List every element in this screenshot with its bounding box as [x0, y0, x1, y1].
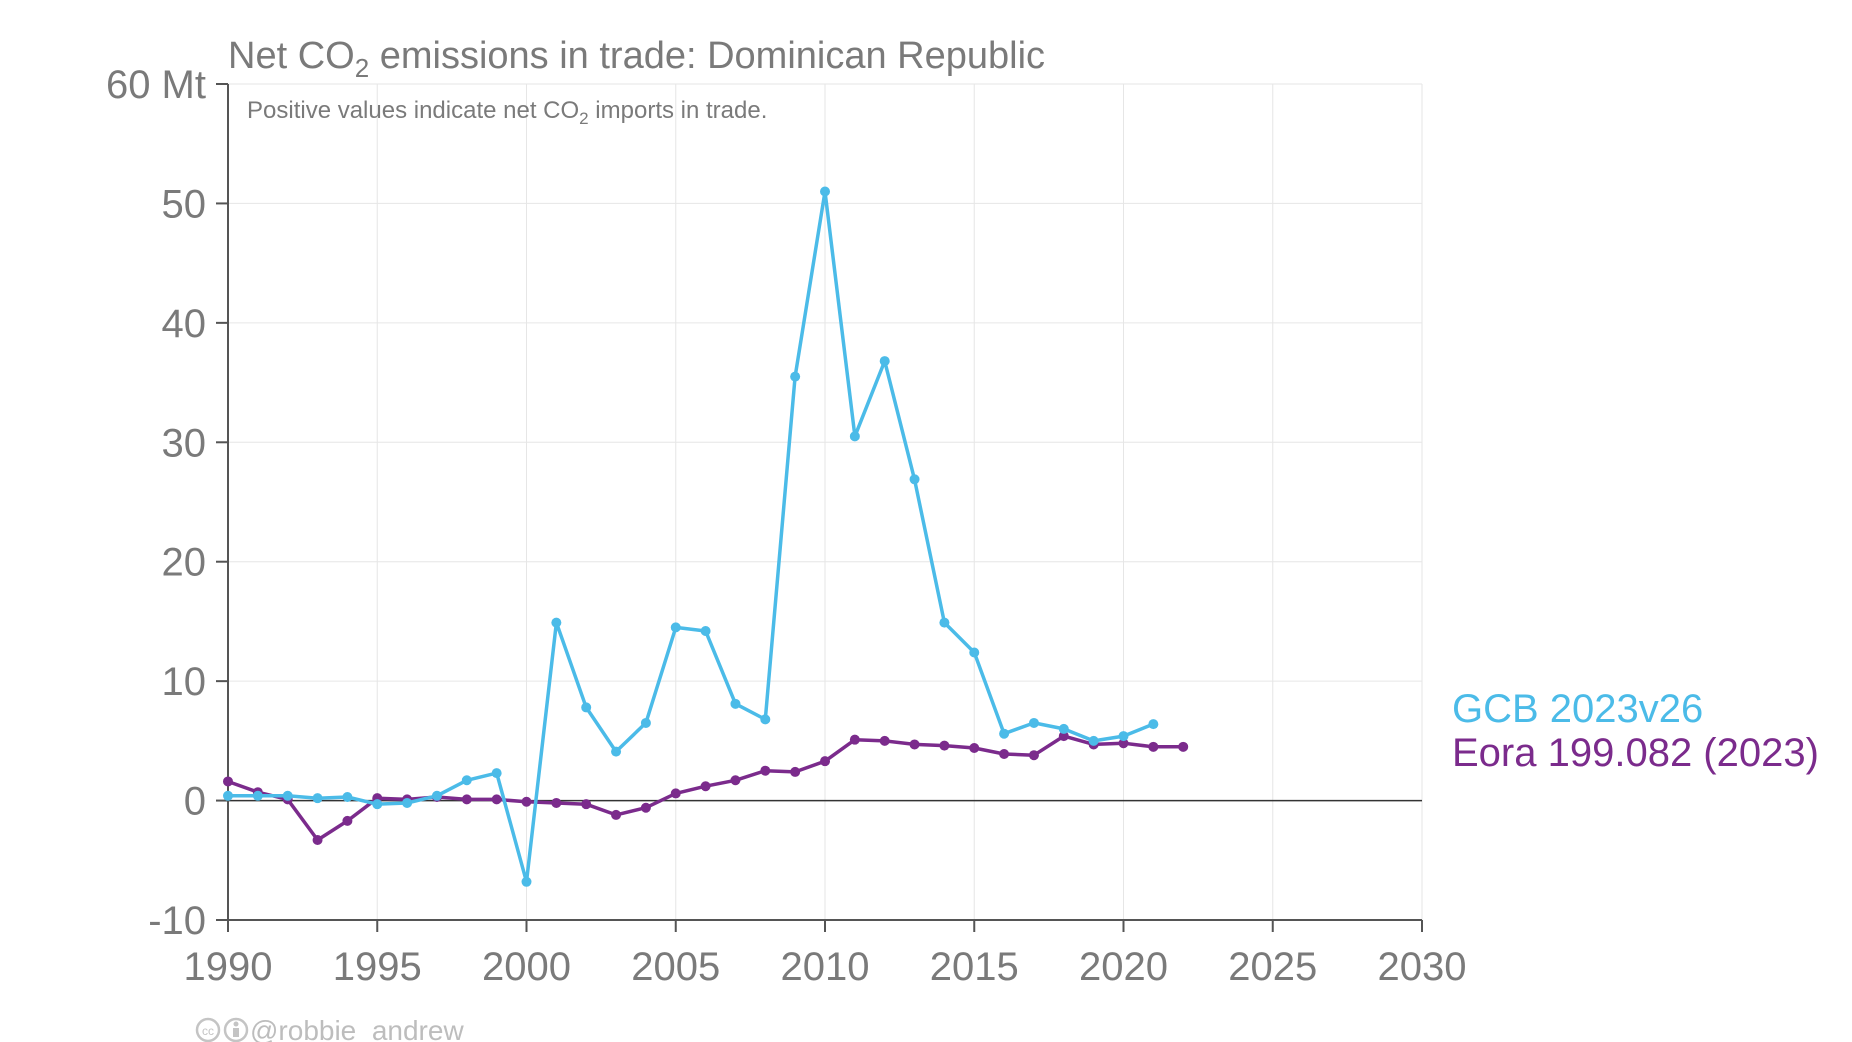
data-point	[820, 756, 830, 767]
data-point	[431, 790, 442, 801]
data-point	[700, 781, 711, 792]
x-tick-label: 1990	[184, 945, 273, 989]
title-suffix: emissions in trade: Dominican Republic	[369, 35, 1045, 77]
legend-label: Eora 199.082 (2023)	[1452, 731, 1819, 775]
data-point	[252, 790, 263, 801]
data-point	[551, 617, 562, 628]
data-point	[491, 794, 502, 805]
data-point	[491, 768, 502, 779]
cc-icon	[195, 1017, 221, 1042]
data-point	[1148, 719, 1159, 730]
data-point	[1148, 741, 1159, 752]
chart-subtitle: Positive values indicate net CO2 imports…	[247, 97, 767, 128]
x-tick-label: 2015	[930, 945, 1019, 989]
data-point	[342, 815, 353, 826]
data-point	[1028, 750, 1039, 761]
data-point	[999, 748, 1010, 759]
data-point	[1058, 723, 1069, 734]
data-point	[640, 717, 651, 728]
x-tick-label: 2030	[1378, 945, 1467, 989]
data-point	[790, 766, 801, 777]
subtitle-suffix: imports in trade.	[589, 97, 768, 124]
x-tick-label: 2005	[631, 945, 720, 989]
by-icon	[223, 1017, 249, 1042]
data-point	[939, 740, 950, 751]
data-point	[969, 647, 980, 658]
data-point	[402, 797, 413, 808]
data-point	[909, 739, 920, 750]
data-point	[551, 797, 562, 808]
y-tick-label: 10	[162, 660, 207, 704]
data-point	[461, 794, 472, 805]
data-point	[1028, 717, 1039, 728]
data-point	[760, 765, 771, 776]
data-point	[730, 775, 741, 786]
y-tick-label: 40	[162, 302, 207, 346]
x-tick-label: 2025	[1228, 945, 1317, 989]
y-tick-label: 60 Mt	[106, 63, 206, 107]
data-point	[969, 743, 980, 754]
subtitle-subscript: 2	[579, 109, 588, 128]
data-point	[999, 728, 1010, 739]
credit: cc @robbie_andrew	[195, 1015, 464, 1042]
data-point	[820, 186, 830, 197]
data-point	[581, 702, 592, 713]
y-tick-label: 20	[162, 541, 207, 585]
data-point	[372, 799, 383, 810]
data-point	[521, 796, 532, 807]
x-tick-label: 2020	[1079, 945, 1168, 989]
legend-label: GCB 2023v26	[1452, 687, 1703, 731]
credit-handle: @robbie_andrew	[250, 1015, 464, 1042]
series-layer	[223, 186, 1189, 887]
y-tick-label: 30	[162, 421, 207, 465]
x-tick-label: 2010	[781, 945, 870, 989]
title-subscript: 2	[355, 53, 369, 83]
x-tick-label: 1995	[333, 945, 422, 989]
data-point	[849, 431, 860, 442]
data-point	[700, 625, 711, 636]
subtitle-prefix: Positive values indicate net CO	[247, 97, 579, 124]
data-point	[223, 790, 233, 801]
data-point	[670, 788, 681, 799]
data-point	[670, 622, 681, 633]
data-point	[342, 791, 353, 802]
data-point	[760, 714, 771, 725]
data-point	[909, 474, 920, 485]
y-tick-label: 50	[162, 182, 207, 226]
data-point	[611, 809, 622, 820]
data-point	[879, 356, 890, 367]
cc-icon-glyph: cc	[202, 1024, 214, 1038]
data-point	[790, 371, 801, 382]
data-point	[461, 775, 472, 786]
data-point	[223, 776, 233, 787]
data-point	[282, 790, 293, 801]
data-point	[581, 799, 592, 810]
data-point	[1088, 735, 1099, 746]
data-point	[849, 734, 860, 745]
data-point	[730, 698, 741, 709]
data-point	[312, 834, 323, 845]
data-point	[1118, 738, 1129, 749]
data-point	[879, 735, 890, 746]
by-icon-head	[233, 1021, 239, 1027]
data-point	[1058, 731, 1069, 742]
data-point	[312, 793, 323, 804]
data-point	[640, 802, 651, 813]
by-icon-body	[233, 1028, 239, 1037]
cc-by-icons: cc	[195, 1017, 249, 1042]
data-point	[1178, 741, 1189, 752]
data-point	[939, 617, 950, 628]
series-line	[226, 189, 1156, 884]
data-point	[611, 746, 622, 757]
y-tick-label: -10	[148, 899, 206, 943]
y-tick-label: 0	[184, 780, 206, 824]
title-prefix: Net CO	[228, 35, 355, 77]
x-tick-label: 2000	[482, 945, 571, 989]
data-point	[521, 876, 532, 887]
data-point	[1118, 731, 1129, 742]
chart-title: Net CO2 emissions in trade: Dominican Re…	[228, 35, 1045, 83]
